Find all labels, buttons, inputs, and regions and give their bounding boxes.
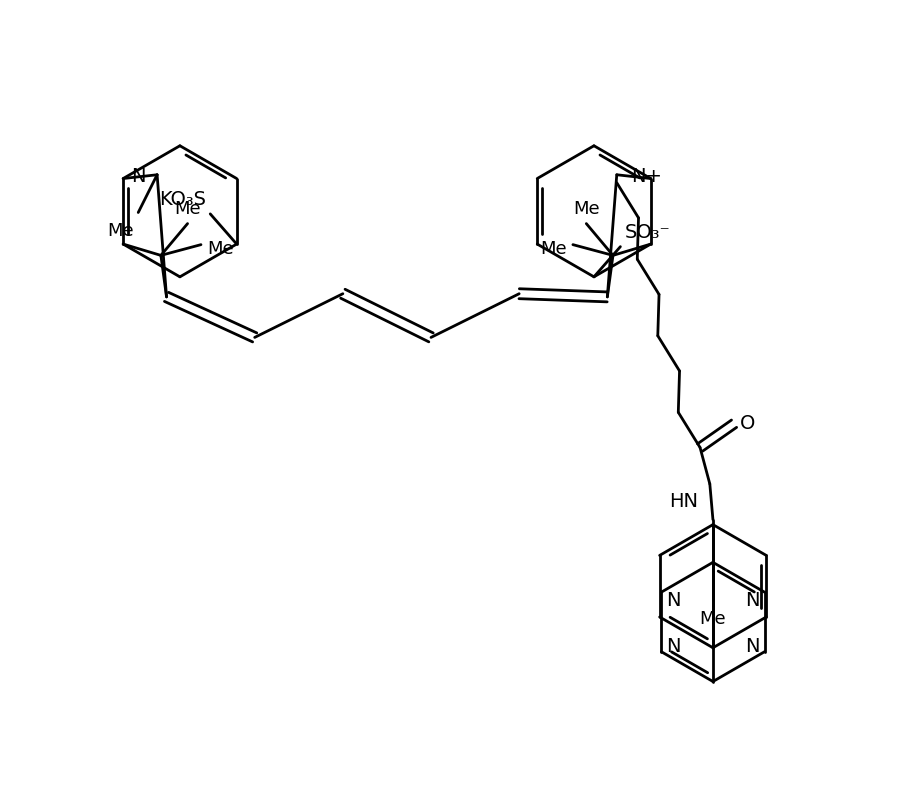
Text: N+: N+ — [631, 167, 662, 186]
Text: Me: Me — [540, 240, 567, 258]
Text: HN: HN — [669, 492, 698, 511]
Text: SO₃⁻: SO₃⁻ — [624, 222, 670, 241]
Text: N: N — [745, 591, 760, 610]
Text: O: O — [740, 414, 755, 433]
Text: Me: Me — [573, 200, 599, 218]
Text: N: N — [666, 638, 681, 656]
Text: Me: Me — [207, 240, 233, 258]
Text: Me: Me — [700, 610, 727, 628]
Text: N: N — [666, 591, 681, 610]
Text: KO₃S: KO₃S — [160, 190, 206, 209]
Text: N: N — [131, 167, 145, 186]
Text: Me: Me — [174, 200, 201, 218]
Text: Me: Me — [108, 222, 135, 241]
Text: N: N — [745, 638, 760, 656]
